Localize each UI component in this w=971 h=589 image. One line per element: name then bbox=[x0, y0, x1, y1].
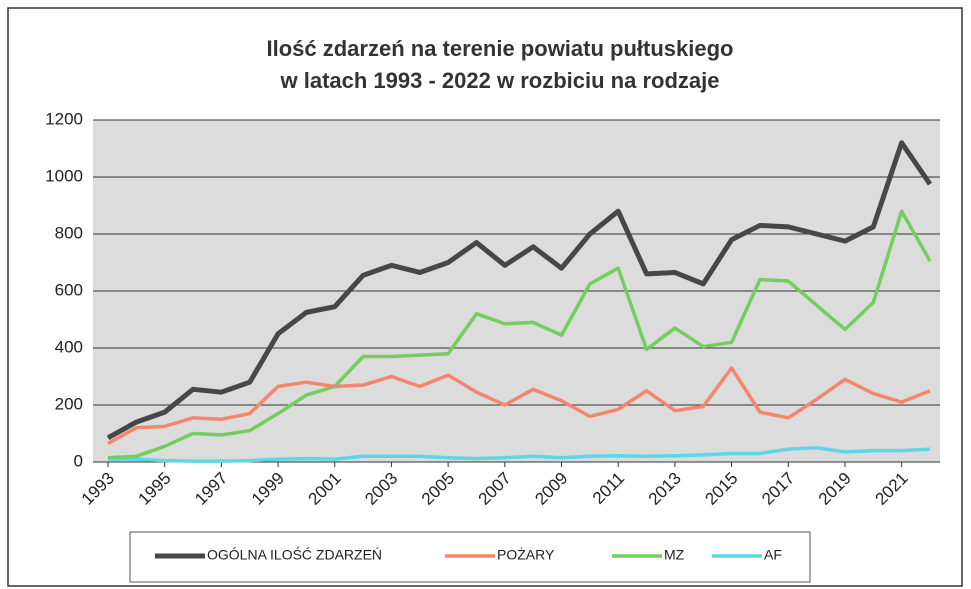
y-tick-label: 600 bbox=[55, 280, 83, 299]
legend-label: AF bbox=[764, 547, 782, 563]
legend-label: POŻARY bbox=[497, 546, 555, 563]
y-tick-label: 1000 bbox=[45, 166, 83, 185]
series-line bbox=[106, 140, 933, 440]
y-tick-label: 1200 bbox=[45, 109, 83, 128]
y-tick-label: 800 bbox=[55, 223, 83, 242]
chart-title: Ilość zdarzeń na terenie powiatu pułtusk… bbox=[267, 36, 734, 61]
y-tick-label: 200 bbox=[55, 394, 83, 413]
legend-label: OGÓLNA ILOŚĆ ZDARZEŃ bbox=[207, 546, 382, 563]
chart-title: w latach 1993 - 2022 w rozbiciu na rodza… bbox=[280, 68, 720, 93]
legend-label: MZ bbox=[664, 547, 685, 563]
y-tick-label: 0 bbox=[74, 451, 83, 470]
series-line bbox=[107, 366, 931, 446]
y-tick-label: 400 bbox=[55, 337, 83, 356]
series-line bbox=[107, 209, 932, 460]
series-line bbox=[108, 446, 931, 463]
